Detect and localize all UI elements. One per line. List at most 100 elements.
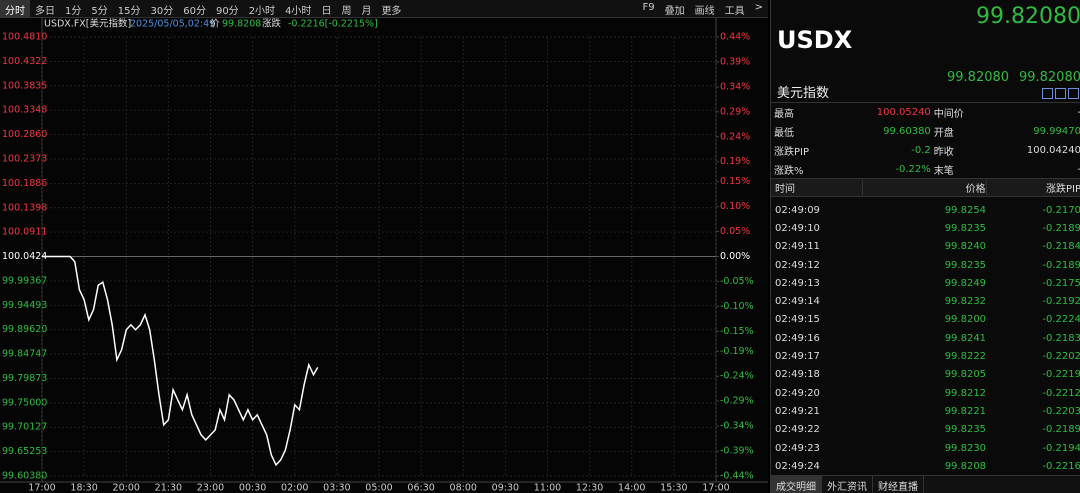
- trade-cell: -0.2175: [1042, 277, 1080, 289]
- tab[interactable]: 月: [361, 6, 372, 17]
- trade-cell: 99.8254: [944, 204, 987, 216]
- trade-cell: 02:49:14: [775, 296, 820, 308]
- trade-cell: -0.2212: [1042, 387, 1080, 399]
- y2-tick-label: -0.29%: [720, 396, 754, 407]
- icons: [1042, 88, 1079, 99]
- tool[interactable]: 工具: [724, 6, 745, 17]
- tab[interactable]: 1分: [65, 6, 82, 17]
- toolbar: 分时 多日 1分 5分 15分 30分 60分 90分 2小时 4小时日周月更多 F9 叠加 画线 工具 >: [0, 0, 768, 18]
- trade-cell: 99.8235: [944, 424, 987, 436]
- quote-cell: 昨收: [933, 147, 954, 158]
- y-tick-label: 100.0424: [2, 251, 47, 262]
- trade-cell: -0.2170: [1042, 204, 1080, 216]
- plot-bg: [0, 18, 768, 493]
- y-tick-label: 99.94493: [2, 300, 47, 311]
- header-cell: 时间: [775, 184, 795, 195]
- trade-row: 02:49:20 99.8212 -0.2212: [771, 384, 1080, 402]
- y2-tick-label: 0.05%: [720, 226, 750, 237]
- trade-row: 02:49:14 99.8232 -0.2192: [771, 292, 1080, 310]
- trades-header: 时间 价格 涨跌PIP: [771, 178, 1080, 197]
- tab[interactable]: 分时: [0, 0, 30, 17]
- quote-cell: -0.2: [911, 145, 931, 156]
- tool[interactable]: 叠加: [664, 6, 685, 17]
- quote-cell: 末笔: [933, 166, 954, 177]
- quote-row: 最低 99.60380 开盘 99.99470: [771, 122, 1080, 141]
- bottom-tab[interactable]: 外汇资讯: [822, 476, 873, 493]
- icon[interactable]: [1068, 88, 1079, 99]
- icon[interactable]: [1055, 88, 1066, 99]
- trade-cell: -0.2224: [1042, 314, 1080, 326]
- last-price: 99.82080: [976, 4, 1080, 29]
- y2-tick-label: -0.15%: [720, 326, 754, 337]
- quote-row: 涨跌PIP -0.2 昨收 100.04240: [771, 141, 1080, 160]
- trade-cell: 02:49:21: [775, 405, 820, 417]
- x-tick-label: 00:30: [239, 483, 266, 493]
- trade-cell: 02:49:09: [775, 204, 820, 216]
- info-datetime: 2025/05/05,02:49: [130, 19, 215, 30]
- trade-row: 02:49:09 99.8254 -0.2170: [771, 201, 1080, 219]
- bottom-tab[interactable]: 财经直播: [873, 476, 924, 493]
- tab[interactable]: 15分: [117, 6, 141, 17]
- trade-cell: -0.2189: [1042, 259, 1080, 271]
- icon[interactable]: [1042, 88, 1053, 99]
- tab[interactable]: 2小时: [248, 6, 276, 17]
- y-tick-label: 100.1398: [2, 202, 47, 213]
- trade-cell: 02:49:10: [775, 222, 820, 234]
- trade-cell: 99.8241: [944, 332, 987, 344]
- x-tick-label: 06:30: [407, 483, 434, 493]
- trade-row: 02:49:22 99.8235 -0.2189: [771, 421, 1080, 439]
- trade-row: 02:49:13 99.8249 -0.2175: [771, 274, 1080, 292]
- tool[interactable]: >: [754, 2, 763, 13]
- y-tick-label: 99.75000: [2, 397, 47, 408]
- trade-cell: 99.8235: [944, 259, 987, 271]
- tab[interactable]: 更多: [381, 6, 402, 17]
- y-tick-label: 100.4322: [2, 56, 47, 67]
- quote-cell: 99.99470: [1033, 126, 1080, 137]
- x-tick-label: 14:00: [618, 483, 645, 493]
- tab[interactable]: 30分: [150, 6, 174, 17]
- tab[interactable]: 多日: [35, 6, 55, 17]
- trade-cell: 99.8222: [944, 351, 987, 363]
- y2-tick-label: 0.39%: [720, 56, 750, 67]
- y-tick-label: 100.0911: [2, 227, 47, 238]
- quote-cell: 涨跌PIP: [774, 147, 810, 158]
- trade-cell: 99.8249: [944, 277, 987, 289]
- trade-cell: 99.8212: [944, 387, 987, 399]
- trade-cell: -0.2184: [1042, 241, 1080, 253]
- ask: 99.82080: [1018, 70, 1080, 85]
- quote-row: 涨跌% -0.22%末笔 -: [771, 160, 1080, 179]
- tab[interactable]: 90分: [215, 6, 239, 17]
- tab[interactable]: 60分: [183, 6, 206, 17]
- y2-tick-label: -0.34%: [720, 421, 754, 432]
- trade-row: 02:49:23 99.8230 -0.2194: [771, 439, 1080, 457]
- tool[interactable]: 画线: [694, 6, 715, 17]
- y-tick-label: 99.89620: [2, 324, 47, 335]
- trade-cell: 99.8200: [944, 314, 987, 326]
- trade-row: 02:49:21 99.8221 -0.2203: [771, 402, 1080, 420]
- bottom-tab[interactable]: 成交明细: [771, 476, 822, 493]
- trade-cell: 99.8240: [944, 241, 987, 253]
- tab[interactable]: 5分: [91, 6, 108, 17]
- trade-cell: 02:49:22: [775, 424, 820, 436]
- x-tick-label: 23:00: [197, 483, 224, 493]
- y2-tick-label: -0.39%: [720, 446, 754, 457]
- info-price: 99.8208: [222, 19, 261, 30]
- tab[interactable]: 周: [341, 6, 352, 17]
- trade-cell: 99.8208: [944, 460, 987, 472]
- trade-row: 02:49:10 99.8235 -0.2189: [771, 219, 1080, 237]
- price-line: [42, 255, 319, 467]
- trade-cell: 02:49:17: [775, 351, 820, 363]
- tab[interactable]: 4小时: [285, 6, 312, 17]
- y2-tick-label: 0.19%: [720, 156, 750, 167]
- y2-tick-label: 0.34%: [720, 81, 750, 92]
- tab[interactable]: 日: [321, 6, 332, 17]
- y2-tick-label: -0.05%: [720, 276, 754, 287]
- tool[interactable]: F9: [642, 2, 655, 13]
- trade-cell: -0.2189: [1042, 222, 1080, 234]
- quote-cell: 最低: [774, 128, 794, 139]
- y-tick-label: 99.84747: [2, 349, 47, 360]
- quote-cell: 开盘: [933, 128, 954, 139]
- header-cell: 价格: [861, 180, 986, 195]
- trade-cell: -0.2202: [1042, 351, 1080, 363]
